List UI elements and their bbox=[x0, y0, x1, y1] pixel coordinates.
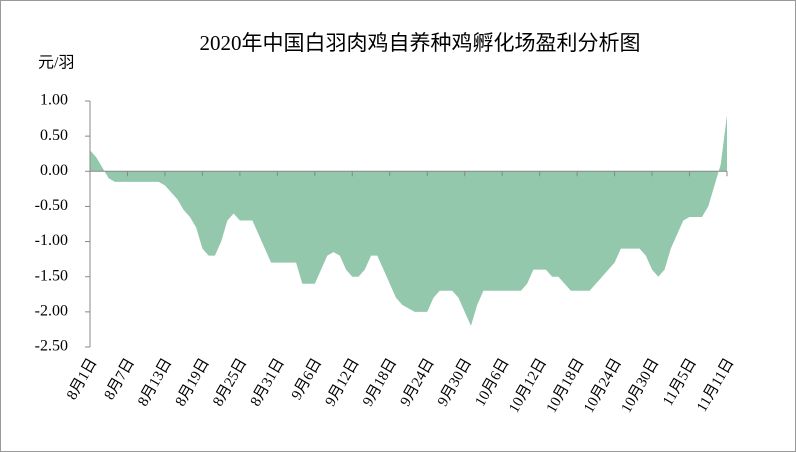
y-unit: 元/羽 bbox=[38, 55, 74, 72]
y-tick-label: -2.00 bbox=[35, 303, 68, 320]
y-tick-label: -1.50 bbox=[35, 267, 68, 284]
chart-title: 2020年中国白羽肉鸡自养种鸡孵化场盈利分析图 bbox=[200, 31, 641, 55]
y-tick-label: -1.00 bbox=[35, 232, 68, 249]
y-tick-label: -0.50 bbox=[35, 197, 68, 214]
y-tick-label: 1.00 bbox=[40, 92, 68, 109]
area bbox=[90, 115, 727, 326]
y-tick-label: 0.00 bbox=[40, 162, 68, 179]
y-tick-label: 0.50 bbox=[40, 127, 68, 144]
y-tick-label: -2.50 bbox=[35, 338, 68, 355]
